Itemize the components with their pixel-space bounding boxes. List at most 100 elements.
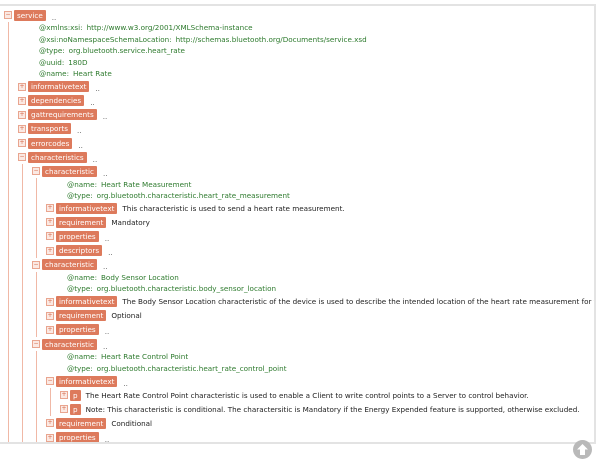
ellipsis[interactable]: .. xyxy=(78,140,83,150)
element-row: + requirement Optional xyxy=(46,309,594,323)
tree-node-characteristic: − characteristic.. @name: Heart Rate Contro… xyxy=(32,337,594,444)
expand-icon[interactable]: + xyxy=(18,139,26,148)
element-tag[interactable]: characteristic xyxy=(42,165,97,177)
element-row: − service.. xyxy=(4,8,594,22)
scroll-to-top-button[interactable] xyxy=(573,440,592,459)
ellipsis[interactable]: .. xyxy=(104,327,110,337)
element-tag[interactable]: errorcodes xyxy=(28,137,73,149)
collapse-icon[interactable]: − xyxy=(32,167,40,176)
attribute-name: @xmlns:xsi: xyxy=(39,23,83,33)
attribute-name: @type: xyxy=(67,191,93,200)
tree-node-requirement: + requirement Conditional xyxy=(46,416,594,430)
element-tag[interactable]: requirement xyxy=(56,417,107,429)
expand-icon[interactable]: + xyxy=(18,110,26,119)
element-tag[interactable]: p xyxy=(70,389,81,401)
ellipsis[interactable]: .. xyxy=(95,84,100,94)
element-tag[interactable]: service xyxy=(14,9,46,21)
ellipsis[interactable]: .. xyxy=(90,98,95,108)
tree-node-transports: + transports.. xyxy=(18,122,594,136)
element-text: Conditional xyxy=(111,418,153,428)
element-tag[interactable]: informativetext xyxy=(28,81,90,93)
attribute-value: Heart Rate xyxy=(73,69,112,79)
element-tag[interactable]: transports xyxy=(28,123,71,135)
expand-icon[interactable]: + xyxy=(46,419,54,428)
ellipsis[interactable]: .. xyxy=(51,12,57,22)
attribute-row: @type: org.bluetooth.service.heart_rate xyxy=(18,45,594,57)
element-row: + requirement Conditional xyxy=(46,416,594,430)
tree-node-requirement: + requirement Optional xyxy=(46,309,594,323)
element-tag[interactable]: dependencies xyxy=(28,95,85,107)
element-tag[interactable]: informativetext xyxy=(56,375,118,387)
element-tag[interactable]: informativetext xyxy=(56,202,118,214)
tree-node-errorcodes: + errorcodes.. xyxy=(18,136,594,150)
element-tag[interactable]: descriptors xyxy=(56,245,103,257)
element-tag[interactable]: characteristic xyxy=(42,259,97,271)
expand-icon[interactable]: + xyxy=(46,325,54,334)
collapse-icon[interactable]: − xyxy=(18,153,26,162)
element-tag[interactable]: requirement xyxy=(56,216,107,228)
collapse-icon[interactable]: − xyxy=(46,377,54,386)
collapse-icon[interactable]: − xyxy=(32,340,40,349)
tree-node-informativetext: + informativetext The Body Sensor Location… xyxy=(46,295,594,309)
tree-node-p: + p Note: This characteristic is condition… xyxy=(60,402,594,416)
ellipsis[interactable]: .. xyxy=(104,435,110,444)
ellipsis[interactable]: .. xyxy=(102,112,108,122)
expand-icon[interactable]: + xyxy=(46,297,54,306)
element-text: Optional xyxy=(111,311,142,321)
expand-icon[interactable]: + xyxy=(46,311,54,320)
collapse-icon[interactable]: − xyxy=(32,260,40,269)
ellipsis[interactable]: .. xyxy=(92,154,98,164)
element-tag[interactable]: informativetext xyxy=(56,296,118,308)
element-tag[interactable]: gattrequirements xyxy=(28,109,97,121)
expand-icon[interactable]: + xyxy=(46,433,54,442)
element-tag[interactable]: properties xyxy=(56,324,99,336)
element-text: The Body Sensor Location characteristic … xyxy=(122,297,596,307)
expand-icon[interactable]: + xyxy=(46,232,54,241)
attribute-name: @name: xyxy=(67,272,97,282)
expand-icon[interactable]: + xyxy=(18,82,26,91)
children-container: @name: Body Sensor Location @type: org.blue… xyxy=(36,271,594,337)
element-tag[interactable]: requirement xyxy=(56,310,107,322)
attribute-name: @name: xyxy=(67,179,97,189)
element-row: + descriptors.. xyxy=(46,244,594,258)
element-tag[interactable]: characteristic xyxy=(42,338,97,350)
ellipsis[interactable]: .. xyxy=(102,168,108,178)
ellipsis[interactable]: .. xyxy=(102,262,108,272)
element-tag[interactable]: characteristics xyxy=(28,151,87,163)
attribute-row: @name: Heart Rate xyxy=(18,68,594,80)
ellipsis[interactable]: .. xyxy=(108,248,113,258)
attribute-name: @type: xyxy=(39,46,65,56)
element-tag[interactable]: p xyxy=(70,403,81,415)
element-row: + informativetext The Body Sensor Location… xyxy=(46,295,594,309)
element-row: + errorcodes.. xyxy=(18,136,594,150)
children-container: @name: Heart Rate Control Point @type: org.… xyxy=(36,351,594,444)
tree-node-informativetext: + informativetext This characteristic is u… xyxy=(46,201,594,215)
element-tag[interactable]: properties xyxy=(56,432,99,442)
ellipsis[interactable]: .. xyxy=(123,378,128,388)
expand-icon[interactable]: + xyxy=(60,405,68,414)
element-row: + properties.. xyxy=(46,229,594,243)
expand-icon[interactable]: + xyxy=(46,204,54,213)
expand-icon[interactable]: + xyxy=(18,124,26,133)
expand-icon[interactable]: + xyxy=(60,391,68,400)
element-text: The Heart Rate Control Point characteris… xyxy=(85,390,529,400)
ellipsis[interactable]: .. xyxy=(76,126,82,136)
collapse-icon[interactable]: − xyxy=(4,11,12,20)
attribute-value: org.bluetooth.characteristic.heart_rate_… xyxy=(96,363,287,373)
expand-icon[interactable]: + xyxy=(46,218,54,227)
element-row: + dependencies.. xyxy=(18,94,594,108)
tree-node-p: + p The Heart Rate Control Point character… xyxy=(60,388,594,402)
ellipsis[interactable]: .. xyxy=(102,341,108,351)
expand-icon[interactable]: + xyxy=(46,246,54,255)
element-row: − characteristic.. xyxy=(32,337,594,351)
expand-icon[interactable]: + xyxy=(18,96,26,105)
element-text: This characteristic is used to send a he… xyxy=(122,203,345,213)
arrow-up-icon xyxy=(577,444,588,455)
children-container: @name: Heart Rate Measurement @type: org.bl… xyxy=(36,178,594,258)
element-row: + properties.. xyxy=(46,323,594,337)
attribute-row: @type: org.bluetooth.characteristic.body_… xyxy=(46,283,594,295)
element-tag[interactable]: properties xyxy=(56,230,99,242)
attribute-row: @type: org.bluetooth.characteristic.heart… xyxy=(46,363,594,375)
ellipsis[interactable]: .. xyxy=(104,233,110,243)
children-container: @xmlns:xsi: http://www.w3.org/2001/XMLSch… xyxy=(8,22,594,444)
